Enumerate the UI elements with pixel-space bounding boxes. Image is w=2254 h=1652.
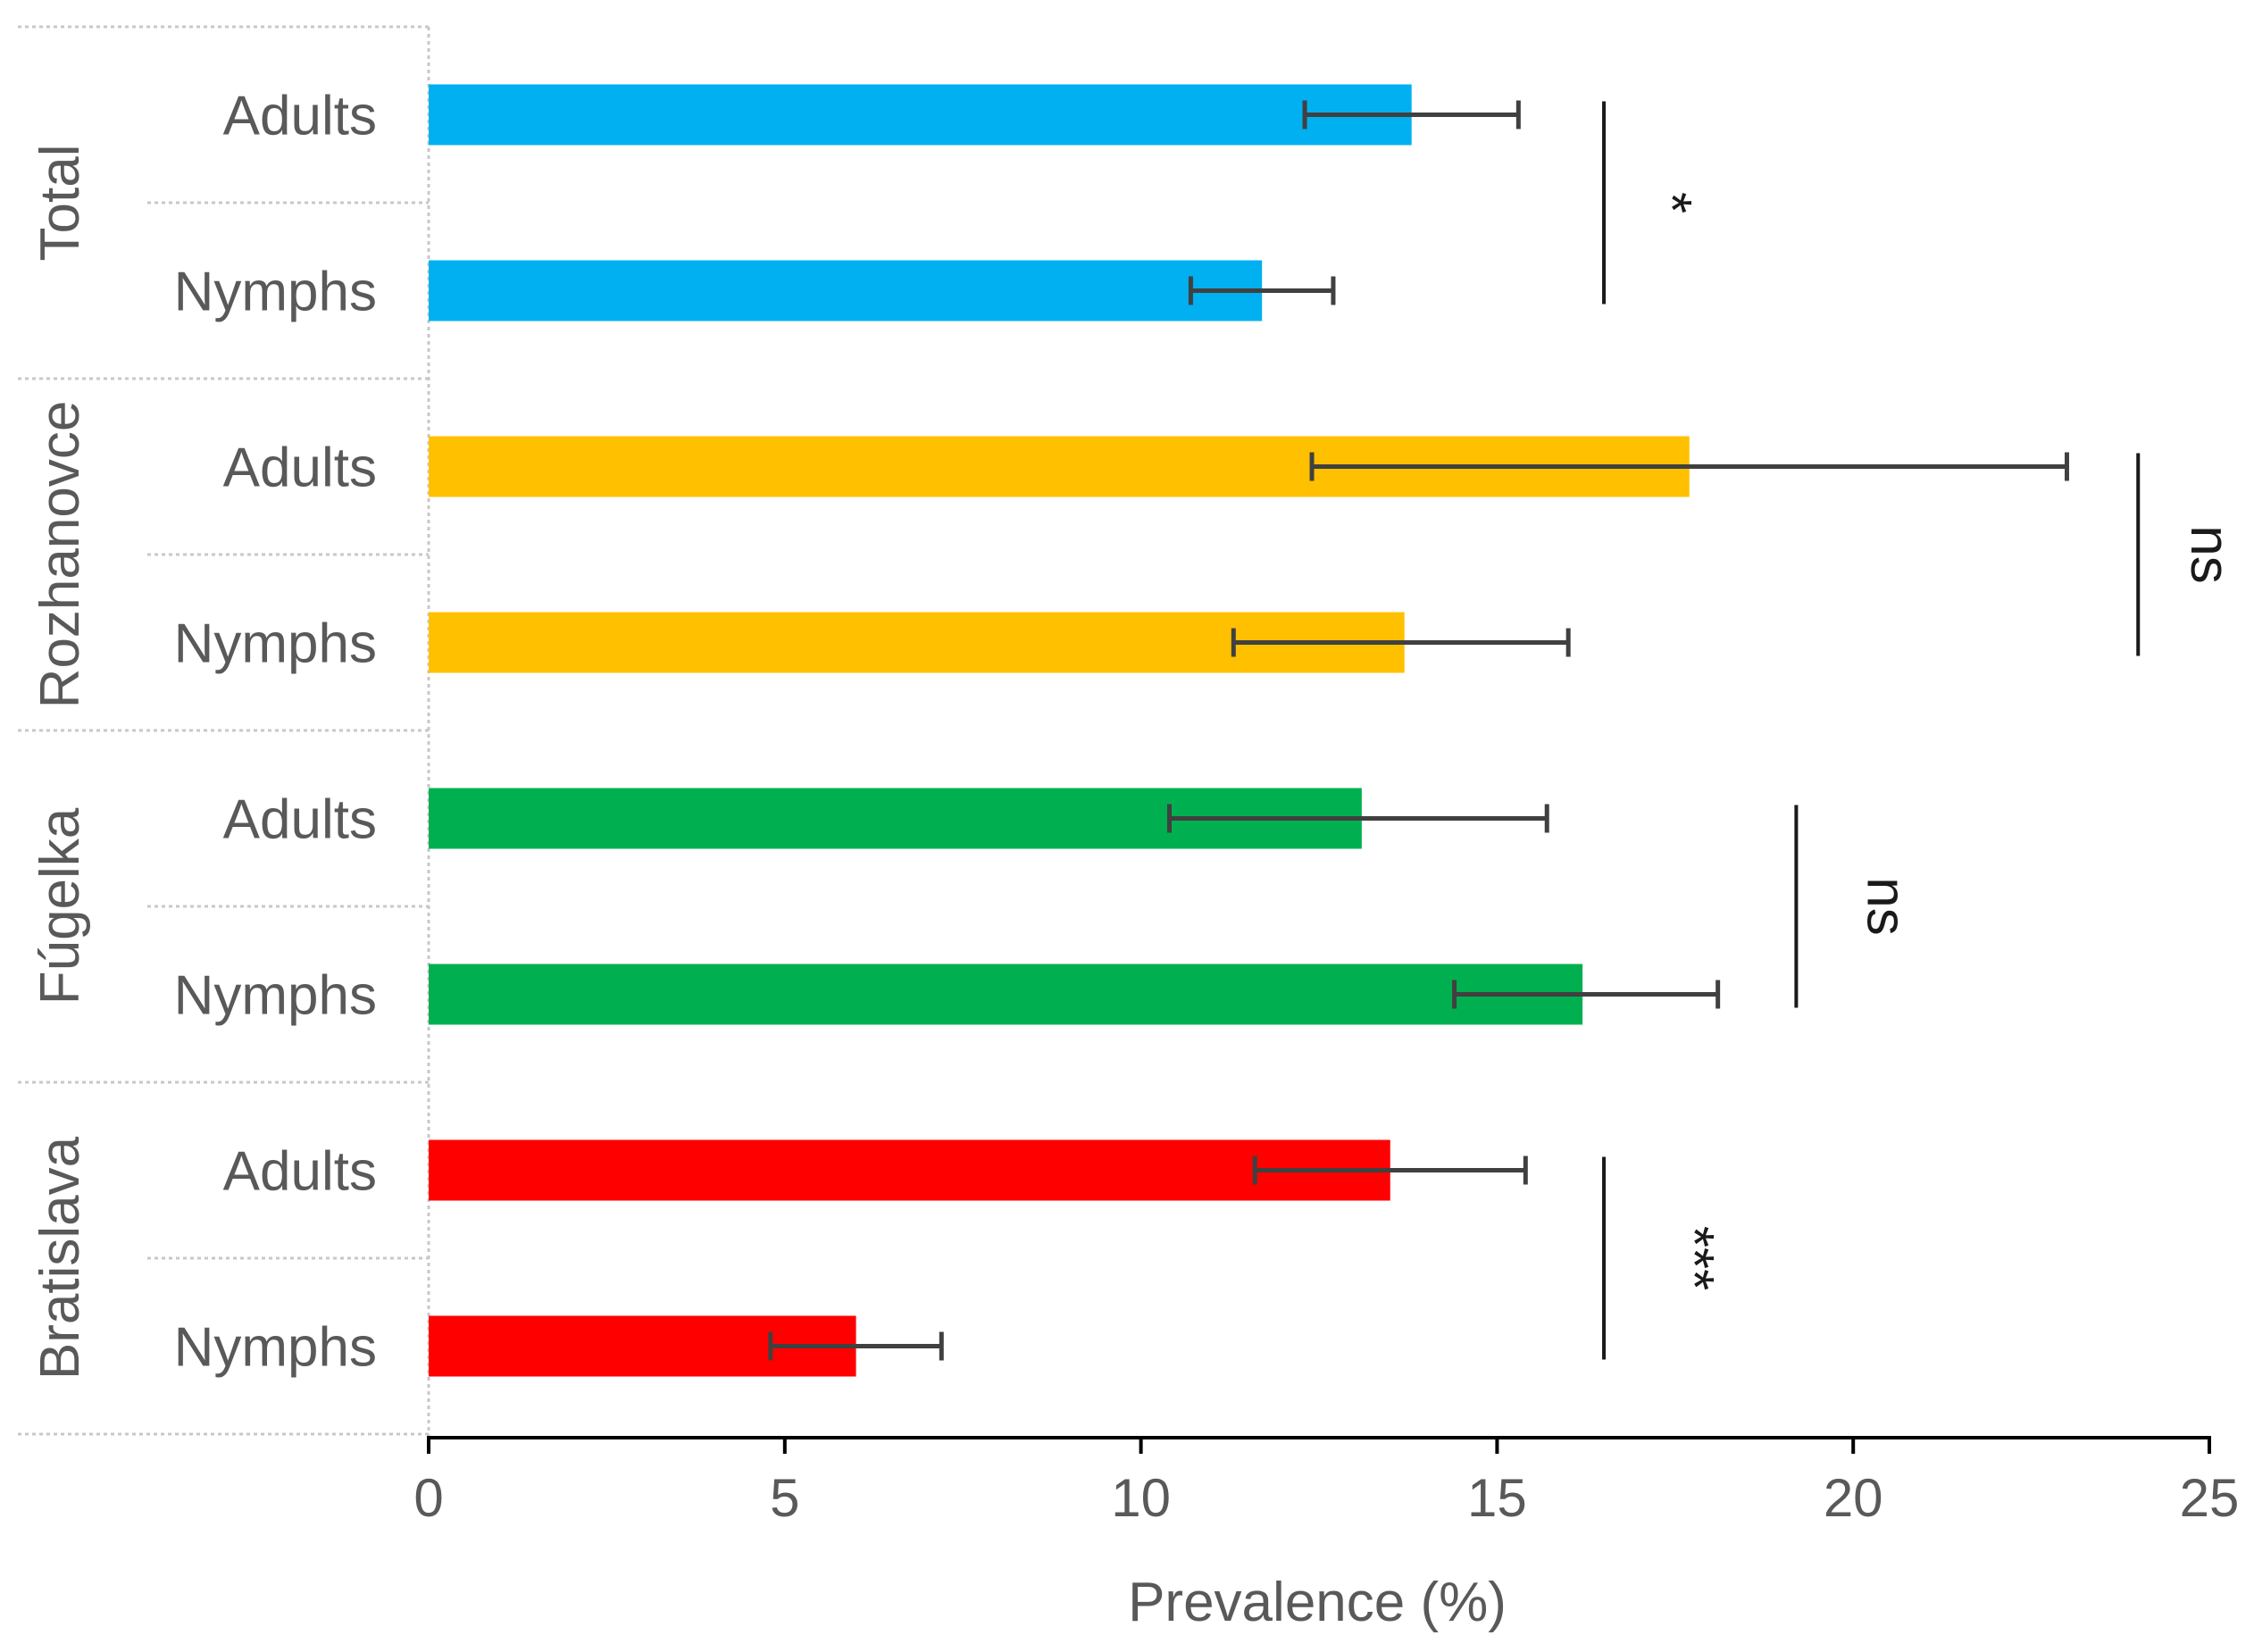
x-tick-label: 10: [1111, 1468, 1171, 1528]
category-label: Adults: [223, 438, 377, 499]
bar-total-nymphs: [429, 260, 1263, 321]
group-label-0: Total: [29, 145, 91, 262]
group-label-3: Bratislava: [29, 1136, 91, 1380]
category-label: Adults: [223, 86, 377, 147]
x-axis-title: Prevalence (%): [1128, 1572, 1507, 1633]
group-label-2: Fúgelka: [29, 807, 91, 1005]
bar-total-adults: [429, 84, 1412, 146]
category-label: Nymphs: [174, 965, 377, 1027]
category-label: Adults: [223, 789, 377, 851]
x-tick-label: 25: [2180, 1468, 2240, 1528]
significance-label: *: [1640, 192, 1702, 213]
category-label: Nymphs: [174, 262, 377, 323]
category-label: Nymphs: [174, 1317, 377, 1379]
x-tick-label: 20: [1824, 1468, 1883, 1528]
significance-label: ***: [1663, 1226, 1724, 1290]
significance-label: ns: [2179, 525, 2241, 583]
group-label-1: Rozhanovce: [29, 401, 91, 709]
bars: [429, 84, 1690, 1377]
category-label: Adults: [223, 1141, 377, 1203]
x-axis: 0 5 10 15 20 25: [413, 1436, 2240, 1528]
bar-fúgelka-nymphs: [429, 964, 1583, 1025]
error-bars: [768, 100, 2069, 1361]
x-tick-label: 5: [770, 1468, 799, 1528]
bar-bratislava-adults: [429, 1139, 1390, 1201]
x-tick-label: 0: [413, 1468, 443, 1528]
category-labels: Total Adults Nymphs Rozhanovce Adults Nymphs F…: [29, 86, 377, 1381]
category-label: Nymphs: [174, 613, 377, 675]
x-tick-label: 15: [1467, 1468, 1527, 1528]
significance-label: ns: [1855, 877, 1916, 935]
significance-annotations: * ns ns ***: [1602, 101, 2241, 1360]
